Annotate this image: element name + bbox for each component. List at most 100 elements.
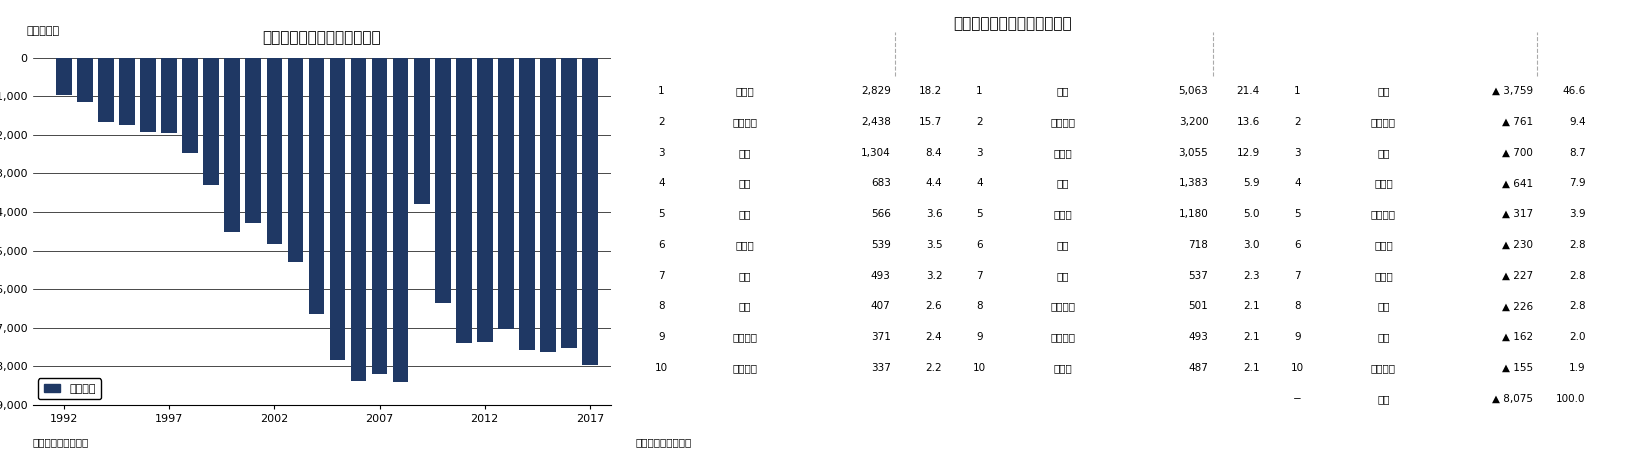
Text: 順位: 順位 bbox=[973, 49, 986, 59]
Text: 占率: 占率 bbox=[1232, 49, 1245, 59]
Text: 6: 6 bbox=[1295, 240, 1302, 250]
Bar bbox=[371, 58, 388, 374]
Bar bbox=[267, 58, 282, 244]
Bar bbox=[140, 58, 156, 131]
Text: ドイツ: ドイツ bbox=[1373, 178, 1393, 188]
Text: 100.0: 100.0 bbox=[1230, 394, 1259, 404]
Text: フランス: フランス bbox=[1051, 332, 1075, 342]
Text: 金額: 金額 bbox=[1160, 49, 1173, 59]
Text: ドイツ: ドイツ bbox=[1054, 209, 1072, 219]
Bar bbox=[225, 58, 239, 233]
Text: ▲ 162: ▲ 162 bbox=[1502, 332, 1533, 342]
Bar bbox=[350, 58, 367, 381]
Text: 占率: 占率 bbox=[914, 49, 927, 59]
Text: 407: 407 bbox=[872, 301, 891, 311]
Text: 493: 493 bbox=[872, 271, 891, 281]
Text: 683: 683 bbox=[872, 178, 891, 188]
Bar bbox=[477, 58, 492, 342]
Text: 10: 10 bbox=[973, 363, 986, 373]
Bar bbox=[498, 58, 513, 329]
Text: 3.9: 3.9 bbox=[1569, 209, 1585, 219]
Text: 2.2: 2.2 bbox=[925, 363, 942, 373]
Text: 日本: 日本 bbox=[740, 178, 751, 188]
Text: 2.4: 2.4 bbox=[925, 332, 942, 342]
Text: 英国: 英国 bbox=[1057, 271, 1069, 281]
Text: 3: 3 bbox=[976, 148, 982, 158]
Text: ▲ 761: ▲ 761 bbox=[1502, 117, 1533, 127]
Text: ▲ 230: ▲ 230 bbox=[1502, 240, 1533, 250]
Title: （図表４）　米国の貳易収支: （図表４） 米国の貳易収支 bbox=[262, 30, 381, 45]
Legend: 貳易収支: 貳易収支 bbox=[37, 378, 101, 399]
Text: 1,383: 1,383 bbox=[1178, 178, 1209, 188]
Text: 1: 1 bbox=[1295, 86, 1302, 96]
Text: 世界: 世界 bbox=[740, 394, 751, 404]
Text: 5: 5 bbox=[658, 209, 665, 219]
Text: ▲ 641: ▲ 641 bbox=[1502, 178, 1533, 188]
Text: 100.0: 100.0 bbox=[912, 394, 942, 404]
Text: −: − bbox=[1293, 394, 1302, 404]
Text: 566: 566 bbox=[872, 209, 891, 219]
Text: 2.0: 2.0 bbox=[1569, 332, 1585, 342]
Text: 13.6: 13.6 bbox=[1236, 117, 1259, 127]
Text: ▲ 227: ▲ 227 bbox=[1502, 271, 1533, 281]
Text: イタリア: イタリア bbox=[1372, 209, 1396, 219]
Text: 3: 3 bbox=[658, 148, 665, 158]
Text: 4: 4 bbox=[1295, 178, 1302, 188]
Bar bbox=[182, 58, 199, 153]
Text: 10: 10 bbox=[1292, 363, 1305, 373]
Text: 輸出: 輸出 bbox=[738, 49, 753, 59]
Text: 539: 539 bbox=[872, 240, 891, 250]
Text: 3.0: 3.0 bbox=[1243, 240, 1259, 250]
Text: 順位: 順位 bbox=[1292, 49, 1305, 59]
Text: 7: 7 bbox=[976, 271, 982, 281]
Text: 中国: 中国 bbox=[1057, 86, 1069, 96]
Text: −: − bbox=[974, 394, 984, 404]
Text: 501: 501 bbox=[1189, 301, 1209, 311]
Text: 18.2: 18.2 bbox=[919, 86, 942, 96]
Text: 493: 493 bbox=[1189, 332, 1209, 342]
Text: ▲ 226: ▲ 226 bbox=[1502, 301, 1533, 311]
Text: 2,829: 2,829 bbox=[860, 86, 891, 96]
Text: 5: 5 bbox=[976, 209, 982, 219]
Text: ▲ 3,759: ▲ 3,759 bbox=[1492, 86, 1533, 96]
Text: 韓国: 韓国 bbox=[1377, 301, 1390, 311]
Text: 100.0: 100.0 bbox=[1556, 394, 1585, 404]
Text: 337: 337 bbox=[872, 363, 891, 373]
Text: 1: 1 bbox=[976, 86, 982, 96]
Text: ブラジル: ブラジル bbox=[733, 332, 757, 342]
Text: 4: 4 bbox=[976, 178, 982, 188]
Text: 3.5: 3.5 bbox=[925, 240, 942, 250]
Text: 21.4: 21.4 bbox=[1236, 86, 1259, 96]
Bar bbox=[329, 58, 345, 360]
Text: 2.1: 2.1 bbox=[1243, 363, 1259, 373]
Bar bbox=[582, 58, 598, 365]
Text: メキシコ: メキシコ bbox=[1051, 117, 1075, 127]
Text: ドイツ: ドイツ bbox=[736, 240, 754, 250]
Text: 韓国: 韓国 bbox=[1057, 240, 1069, 250]
Text: 2.8: 2.8 bbox=[1569, 240, 1585, 250]
Text: 3,200: 3,200 bbox=[1179, 117, 1209, 127]
Bar bbox=[308, 58, 324, 314]
Text: 収支: 収支 bbox=[1377, 49, 1390, 59]
Text: 2.6: 2.6 bbox=[925, 301, 942, 311]
Text: 日本: 日本 bbox=[1377, 148, 1390, 158]
Text: 英国: 英国 bbox=[740, 209, 751, 219]
Text: 10: 10 bbox=[655, 363, 668, 373]
Bar bbox=[560, 58, 577, 348]
Text: 9: 9 bbox=[1295, 332, 1302, 342]
Bar bbox=[246, 58, 261, 223]
Text: 金額: 金額 bbox=[1482, 49, 1497, 59]
Text: メキシコ: メキシコ bbox=[1372, 117, 1396, 127]
Text: 7.9: 7.9 bbox=[1569, 178, 1585, 188]
Text: カナダ: カナダ bbox=[1373, 271, 1393, 281]
Text: 5,063: 5,063 bbox=[1178, 86, 1209, 96]
Text: 2: 2 bbox=[976, 117, 982, 127]
Text: 日本: 日本 bbox=[1057, 178, 1069, 188]
Text: インド: インド bbox=[1054, 363, 1072, 373]
Text: 23,609: 23,609 bbox=[1171, 394, 1209, 404]
Text: 4.4: 4.4 bbox=[925, 178, 942, 188]
Text: 金額: 金額 bbox=[842, 49, 855, 59]
Text: カナダ: カナダ bbox=[1054, 148, 1072, 158]
Text: 8: 8 bbox=[976, 301, 982, 311]
Text: 718: 718 bbox=[1189, 240, 1209, 250]
